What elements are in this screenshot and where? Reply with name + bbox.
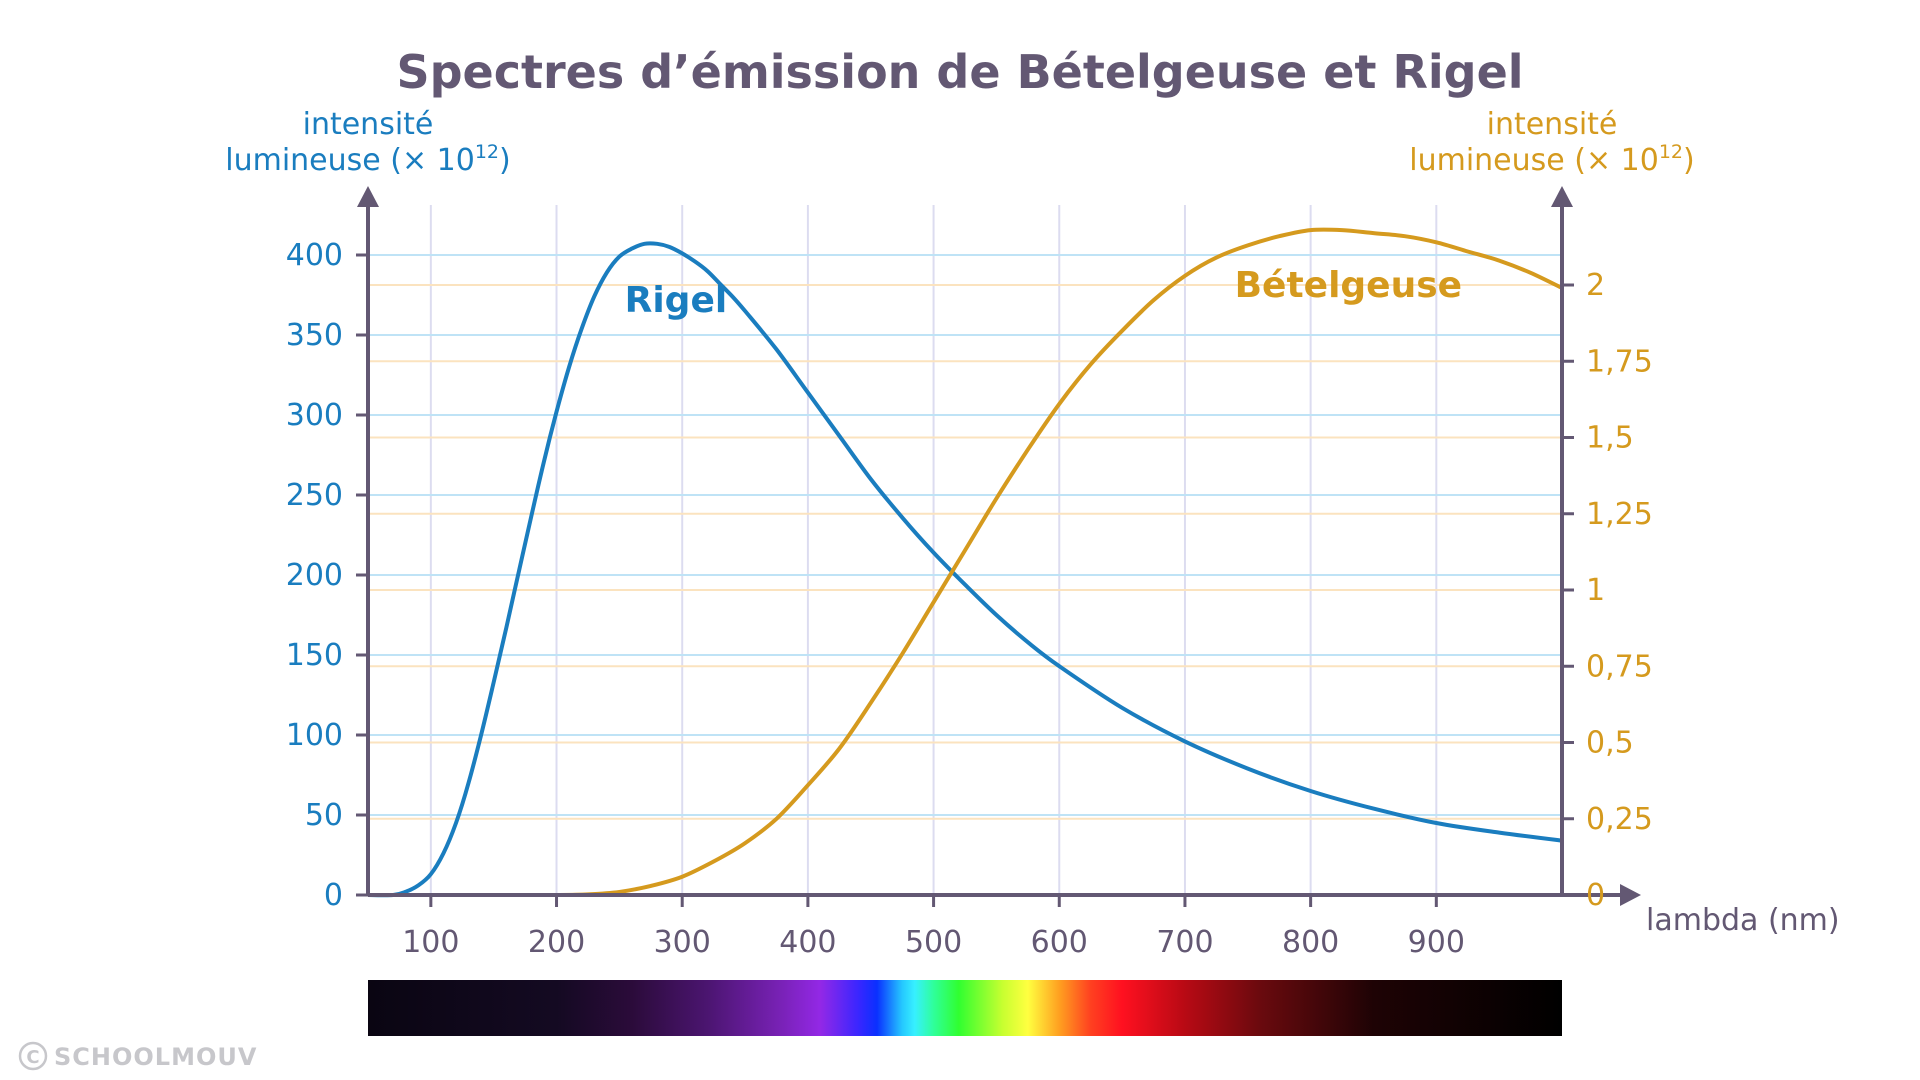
left-axis-title: intensité lumineuse (× 1012) xyxy=(225,107,510,178)
x-axis-title: lambda (nm) xyxy=(1646,903,1840,938)
left-axis-title-exponent: 12 xyxy=(475,141,499,163)
right-axis-title-base: lumineuse (× 10 xyxy=(1409,143,1659,178)
chart-title: Spectres d’émission de Bételgeuse et Rig… xyxy=(396,45,1523,99)
left-tick-label: 250 xyxy=(286,478,343,513)
x-tick-label: 600 xyxy=(1031,925,1088,960)
left-tick-label: 300 xyxy=(286,398,343,433)
left-tick-label: 50 xyxy=(305,798,343,833)
right-axis-title-line1: intensité xyxy=(1487,107,1618,142)
plot-series xyxy=(367,227,1563,898)
tick-labels: 100 200 300 400 500 600 700 800 900 0 50 100 150 200 2… xyxy=(286,238,1840,960)
watermark-text: SCHOOLMOUV xyxy=(54,1043,257,1071)
series-label-betelgeuse: Bételgeuse xyxy=(1235,265,1462,306)
x-axis-arrow xyxy=(1620,884,1641,906)
right-axis-title-close: ) xyxy=(1683,143,1695,178)
x-tick-label: 700 xyxy=(1156,925,1213,960)
series-label-rigel: Rigel xyxy=(625,280,728,321)
x-tick-label: 900 xyxy=(1408,925,1465,960)
right-tick-label: 0,5 xyxy=(1586,726,1634,761)
x-tick-label: 300 xyxy=(654,925,711,960)
left-axis-title-base: lumineuse (× 10 xyxy=(225,143,475,178)
series-line-rigel xyxy=(367,241,1563,898)
left-axis-title-line1: intensité xyxy=(303,107,434,142)
right-axis-title-line2: lumineuse (× 1012) xyxy=(1409,141,1694,178)
left-axis-title-close: ) xyxy=(499,143,511,178)
right-axis-title-exponent: 12 xyxy=(1659,141,1683,163)
right-tick-label: 1,25 xyxy=(1586,497,1653,532)
x-tick-label: 500 xyxy=(905,925,962,960)
grid xyxy=(368,205,1562,896)
axes xyxy=(356,186,1641,907)
right-tick-label: 0,25 xyxy=(1586,802,1653,837)
right-tick-label: 0 xyxy=(1586,878,1605,913)
right-axis-title: intensité lumineuse (× 1012) xyxy=(1409,107,1694,178)
right-tick-label: 2 xyxy=(1586,268,1605,303)
x-tick-label: 800 xyxy=(1282,925,1339,960)
right-tick-label: 1,75 xyxy=(1586,344,1653,379)
series-line-betelgeuse xyxy=(368,227,1563,898)
right-tick-label: 1,5 xyxy=(1586,421,1634,456)
left-tick-label: 400 xyxy=(286,238,343,273)
left-axis-title-line2: lumineuse (× 1012) xyxy=(225,141,510,178)
right-tick-label: 1 xyxy=(1586,573,1605,608)
left-tick-label: 350 xyxy=(286,318,343,353)
x-tick-label: 200 xyxy=(528,925,585,960)
visible-spectrum-bar xyxy=(368,980,1562,1036)
left-tick-label: 150 xyxy=(286,638,343,673)
series-labels: Rigel Bételgeuse xyxy=(625,265,1462,321)
right-tick-label: 0,75 xyxy=(1586,649,1653,684)
left-y-axis-arrow xyxy=(357,186,379,207)
copyright-icon xyxy=(18,1041,48,1071)
x-tick-label: 100 xyxy=(402,925,459,960)
left-tick-label: 200 xyxy=(286,558,343,593)
left-tick-label: 100 xyxy=(286,718,343,753)
copyright-symbol: C xyxy=(26,1047,39,1068)
watermark: C SCHOOLMOUV xyxy=(18,1041,257,1071)
left-tick-label: 0 xyxy=(324,878,343,913)
right-y-axis-arrow xyxy=(1551,186,1573,207)
x-tick-label: 400 xyxy=(779,925,836,960)
